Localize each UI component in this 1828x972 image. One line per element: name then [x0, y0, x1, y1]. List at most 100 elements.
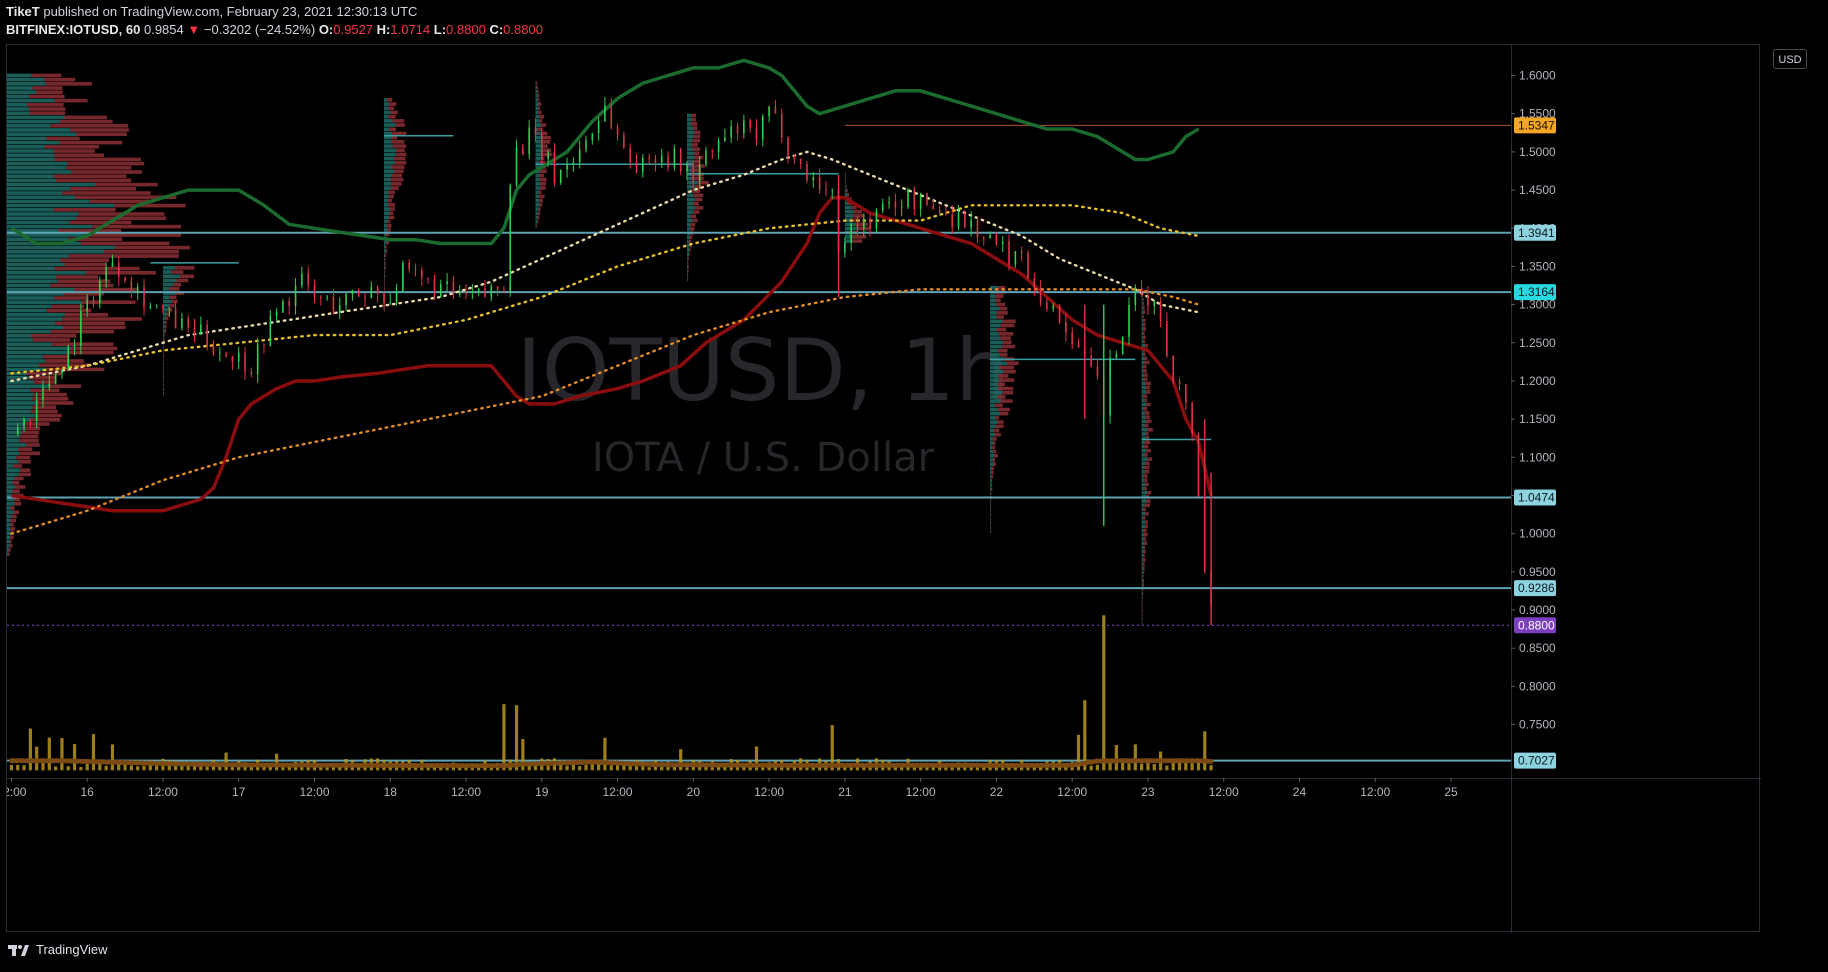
profile-bar-down [1000, 336, 1011, 340]
candle-body [1039, 288, 1042, 303]
volume-bar [319, 767, 323, 771]
candle-body [705, 150, 707, 165]
chart-frame[interactable]: IOTUSD, 1h IOTA / U.S. Dollar 1.6000 1.5500… [6, 44, 1761, 933]
candle [869, 214, 871, 237]
candle [200, 316, 202, 335]
price-tick-label: 1.4500 [1519, 183, 1556, 197]
profile-bar-up [535, 211, 538, 216]
price-chart[interactable]: IOTUSD, 1h IOTA / U.S. Dollar 1.6000 1.5500… [7, 45, 1761, 933]
candle [402, 260, 404, 293]
profile-bar-down [388, 102, 397, 106]
profile-bar-up [7, 292, 65, 296]
profile-bar-up [162, 308, 168, 312]
volume-bar [1095, 764, 1100, 771]
candle [793, 154, 796, 165]
time-tick-label: 24 [1293, 785, 1307, 799]
profile-bar-up [383, 203, 389, 207]
candle [1039, 280, 1042, 307]
profile-bar-up [383, 186, 392, 190]
profile-bar-down [997, 395, 1006, 399]
volume-bar [60, 738, 64, 771]
profile-bar-up [535, 85, 537, 90]
profile-bar-up [7, 304, 52, 309]
hline-price-tag-bg [1514, 224, 1556, 241]
candle [307, 266, 309, 292]
volume-bar [28, 728, 32, 771]
profile-bar-down [70, 128, 129, 132]
profile-bar-down [29, 107, 66, 111]
candle [364, 292, 366, 308]
profile-bar-down [1143, 369, 1147, 373]
profile-bar-up [383, 106, 389, 111]
profile-bar-down [60, 258, 109, 263]
profile-bar-up [687, 168, 693, 172]
profile-bar-down [45, 82, 92, 86]
profile-bar-down [31, 73, 62, 78]
volume-bar [685, 767, 689, 771]
profile-bar-down [26, 443, 40, 447]
profile-bar-down [163, 333, 165, 337]
candle-body [1014, 251, 1017, 265]
profile-bar-up [1141, 364, 1144, 369]
profile-bar-up [7, 107, 30, 111]
candle [1128, 297, 1130, 345]
profile-bar-down [89, 199, 153, 204]
candle [231, 355, 234, 370]
currency-button[interactable]: USD [1773, 49, 1807, 69]
candle-body [932, 205, 935, 210]
candle [282, 298, 284, 313]
profile-bar-up [687, 252, 689, 256]
profile-bar-down [54, 98, 88, 103]
profile-bar-down [694, 197, 703, 202]
profile-bar-up [990, 525, 991, 529]
profile-bar-down [1002, 340, 1012, 345]
volume-bar [325, 766, 329, 771]
candle-body [780, 113, 783, 138]
profile-bar-down [1142, 583, 1144, 587]
candle-body [850, 223, 852, 243]
symbol-label[interactable]: BITFINEX:IOTUSD, 60 [6, 22, 141, 37]
candle [149, 302, 152, 310]
time-tick-label: 12:00 [1360, 785, 1390, 799]
profile-bar-up [383, 165, 392, 169]
profile-bar-down [92, 224, 182, 229]
profile-bar-down [845, 188, 848, 193]
profile-bar-up [535, 123, 542, 127]
candle-body [863, 218, 865, 229]
candle [989, 231, 991, 239]
tradingview-logo[interactable]: TradingView [8, 942, 108, 957]
profile-bar-down [62, 191, 151, 195]
profile-bar-up [535, 190, 539, 195]
candle [1197, 432, 1200, 497]
profile-bar-down [1002, 319, 1016, 324]
candle [1134, 284, 1137, 312]
candle-body [307, 273, 309, 286]
candle-body [1090, 355, 1092, 367]
time-tick-label: 17 [232, 785, 246, 799]
candle-body [275, 312, 278, 316]
profile-bar-down [166, 312, 171, 316]
candle-body [301, 273, 303, 286]
profile-bar-down [76, 132, 127, 137]
profile-bar-down [173, 282, 182, 287]
candle-body [667, 155, 669, 168]
profile-bar-down [540, 131, 548, 136]
profile-bar-down [1143, 516, 1146, 520]
profile-bar-down [1142, 621, 1143, 625]
publisher-name[interactable]: TikeT [6, 4, 40, 19]
profile-bar-down [690, 122, 698, 126]
profile-bar-down [63, 325, 126, 330]
profile-bar-down [688, 239, 691, 244]
profile-bar-up [990, 424, 996, 429]
volume-bars [9, 615, 1213, 771]
candle-body [67, 346, 70, 370]
profile-bar-down [540, 182, 547, 186]
volume-bar [975, 766, 980, 771]
candle-body [446, 281, 448, 285]
candle [648, 153, 650, 164]
profile-bar-up [7, 527, 11, 531]
profile-bar-up [7, 73, 32, 78]
profile-bar-down [1001, 344, 1016, 349]
candle [1014, 251, 1017, 268]
candle [338, 297, 341, 320]
